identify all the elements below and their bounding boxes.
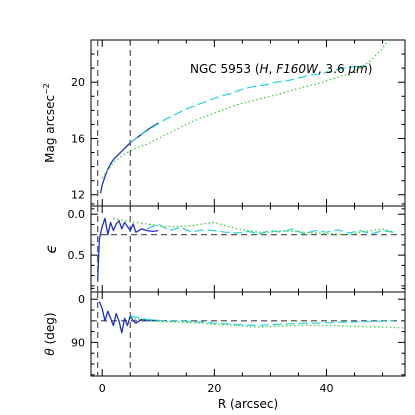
panel-series-position-angle xyxy=(98,301,405,334)
series-line-dashed xyxy=(129,64,366,144)
panel-frame-position-angle xyxy=(90,291,406,377)
panel-series-surface-brightness xyxy=(99,40,389,194)
series-line-solid xyxy=(97,217,159,280)
series-line-dashed xyxy=(130,315,394,327)
annotation-filter: F160W xyxy=(276,62,319,76)
annotation: NGC 5953 (H, F160W, 3.6 μm) xyxy=(190,62,372,76)
series-line-solid xyxy=(98,301,159,334)
x-tick-label: 40 xyxy=(320,382,334,395)
x-tick-label: 0 xyxy=(99,382,106,395)
ylabel-position-angle: θ (deg) xyxy=(43,312,57,355)
series-line-dashed xyxy=(146,223,394,235)
series-line-solid xyxy=(99,122,159,194)
ylabel-surface-brightness: Mag arcsec−2 xyxy=(42,83,57,163)
annotation-unit: μm xyxy=(347,62,367,76)
x-tick-label: 20 xyxy=(207,382,221,395)
y-tick-label: 90 xyxy=(71,336,85,349)
horizontal-lines-layer xyxy=(91,234,405,322)
y-tick-label: 0.5 xyxy=(68,249,86,262)
y-tick-label: 12 xyxy=(71,189,85,202)
series-layer xyxy=(97,40,405,334)
annotation-band: H xyxy=(260,62,269,76)
y-tick-label: 20 xyxy=(71,76,85,89)
y-tick-label: 16 xyxy=(71,132,85,145)
panel-frame-ellipticity xyxy=(90,205,406,293)
annotation-wavelength: 3.6 xyxy=(326,62,345,76)
tick-labels-layer: 12 16 20 0.0 0.5 0 90 0 20 40 xyxy=(68,76,334,395)
xlabel: R (arcsec) xyxy=(218,397,278,411)
series-line-dotted xyxy=(130,317,405,329)
annotation-galaxy: NGC 5953 xyxy=(190,62,251,76)
ylabel-ellipticity: ϵ xyxy=(42,244,60,253)
y-tick-label: 0.0 xyxy=(68,208,86,221)
panel-series-ellipticity xyxy=(97,217,394,280)
series-line-dotted xyxy=(101,40,389,179)
y-tick-label: 0 xyxy=(78,293,85,306)
